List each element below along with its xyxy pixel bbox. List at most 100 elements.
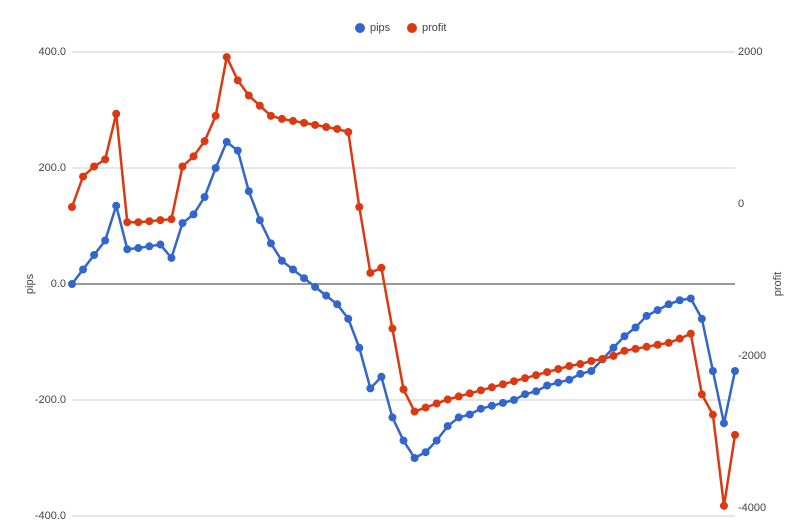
data-point <box>112 201 121 210</box>
data-point <box>123 218 132 227</box>
data-point <box>620 332 629 341</box>
data-point <box>432 399 441 408</box>
data-point <box>311 120 320 129</box>
data-point <box>587 367 596 375</box>
data-point <box>653 306 662 315</box>
data-point <box>277 114 286 123</box>
y2-tick-label: -4000 <box>738 502 766 514</box>
data-point <box>697 314 706 323</box>
y-tick-label: 200.0 <box>38 162 66 174</box>
data-point <box>454 392 463 401</box>
data-point <box>642 342 651 351</box>
data-point <box>322 122 331 131</box>
data-point <box>719 419 728 428</box>
data-point <box>355 202 364 211</box>
data-point <box>101 155 110 164</box>
data-point <box>620 346 629 355</box>
data-point <box>565 375 574 384</box>
data-point <box>388 413 397 422</box>
data-point <box>686 294 695 303</box>
y-tick-label: -400.0 <box>35 510 66 522</box>
data-point <box>90 162 99 171</box>
data-point <box>366 268 375 277</box>
data-point <box>178 162 187 171</box>
data-point <box>156 216 165 225</box>
data-point <box>465 410 474 419</box>
data-point <box>200 193 209 201</box>
data-point <box>134 218 143 227</box>
data-point <box>222 53 231 62</box>
data-point <box>476 404 485 413</box>
data-point <box>344 314 353 323</box>
data-point <box>443 422 452 431</box>
legend-marker <box>407 23 417 33</box>
data-point <box>167 215 176 224</box>
data-point <box>510 377 518 386</box>
data-point <box>565 362 574 371</box>
data-point <box>576 369 585 378</box>
y-axis-title: pips <box>24 273 36 294</box>
data-point <box>498 398 507 407</box>
data-point <box>576 360 585 369</box>
data-point <box>189 210 198 219</box>
y-tick-label: -200.0 <box>35 394 66 406</box>
legend-marker <box>355 23 365 33</box>
data-point <box>200 137 209 146</box>
data-point <box>532 387 541 396</box>
data-point <box>311 282 320 291</box>
data-point <box>631 323 640 332</box>
data-point <box>487 383 496 392</box>
data-point <box>543 368 552 377</box>
data-point <box>664 338 673 347</box>
data-point <box>631 344 640 353</box>
data-point <box>410 454 419 462</box>
data-point <box>521 390 530 399</box>
data-point <box>731 430 739 439</box>
data-point <box>167 253 176 262</box>
data-point <box>355 343 364 352</box>
data-point <box>708 367 717 375</box>
data-point <box>233 146 242 155</box>
data-point <box>708 410 717 419</box>
data-point <box>731 367 739 375</box>
data-point <box>112 109 121 118</box>
y2-axis-title: profit <box>772 272 784 296</box>
data-point <box>255 101 264 110</box>
data-point <box>289 116 297 125</box>
data-point <box>255 216 264 225</box>
data-point <box>675 296 684 305</box>
data-point <box>664 300 673 309</box>
data-point <box>399 436 408 445</box>
data-point <box>366 384 375 393</box>
data-point <box>233 76 242 85</box>
data-point <box>454 413 463 422</box>
data-point <box>244 91 253 100</box>
data-point <box>333 300 342 309</box>
data-point <box>510 396 518 404</box>
data-point <box>609 343 618 352</box>
data-point <box>322 291 331 300</box>
data-point <box>642 311 651 320</box>
data-point <box>344 128 353 137</box>
data-point <box>443 395 452 404</box>
data-point <box>123 245 132 254</box>
data-point <box>79 265 88 274</box>
data-point <box>719 501 728 510</box>
data-point <box>598 354 607 363</box>
data-point <box>543 381 552 390</box>
y2-tick-label: 2000 <box>738 46 762 58</box>
data-point <box>388 324 397 333</box>
data-point <box>532 371 541 380</box>
y2-tick-label: -2000 <box>738 350 766 362</box>
data-point <box>244 187 253 196</box>
data-point <box>68 202 76 211</box>
data-point <box>554 378 563 387</box>
data-point <box>498 380 507 389</box>
data-point <box>554 365 563 374</box>
data-point <box>79 172 88 181</box>
data-point <box>277 256 286 265</box>
data-point <box>476 386 485 395</box>
data-point <box>487 401 496 410</box>
data-point <box>68 280 76 288</box>
